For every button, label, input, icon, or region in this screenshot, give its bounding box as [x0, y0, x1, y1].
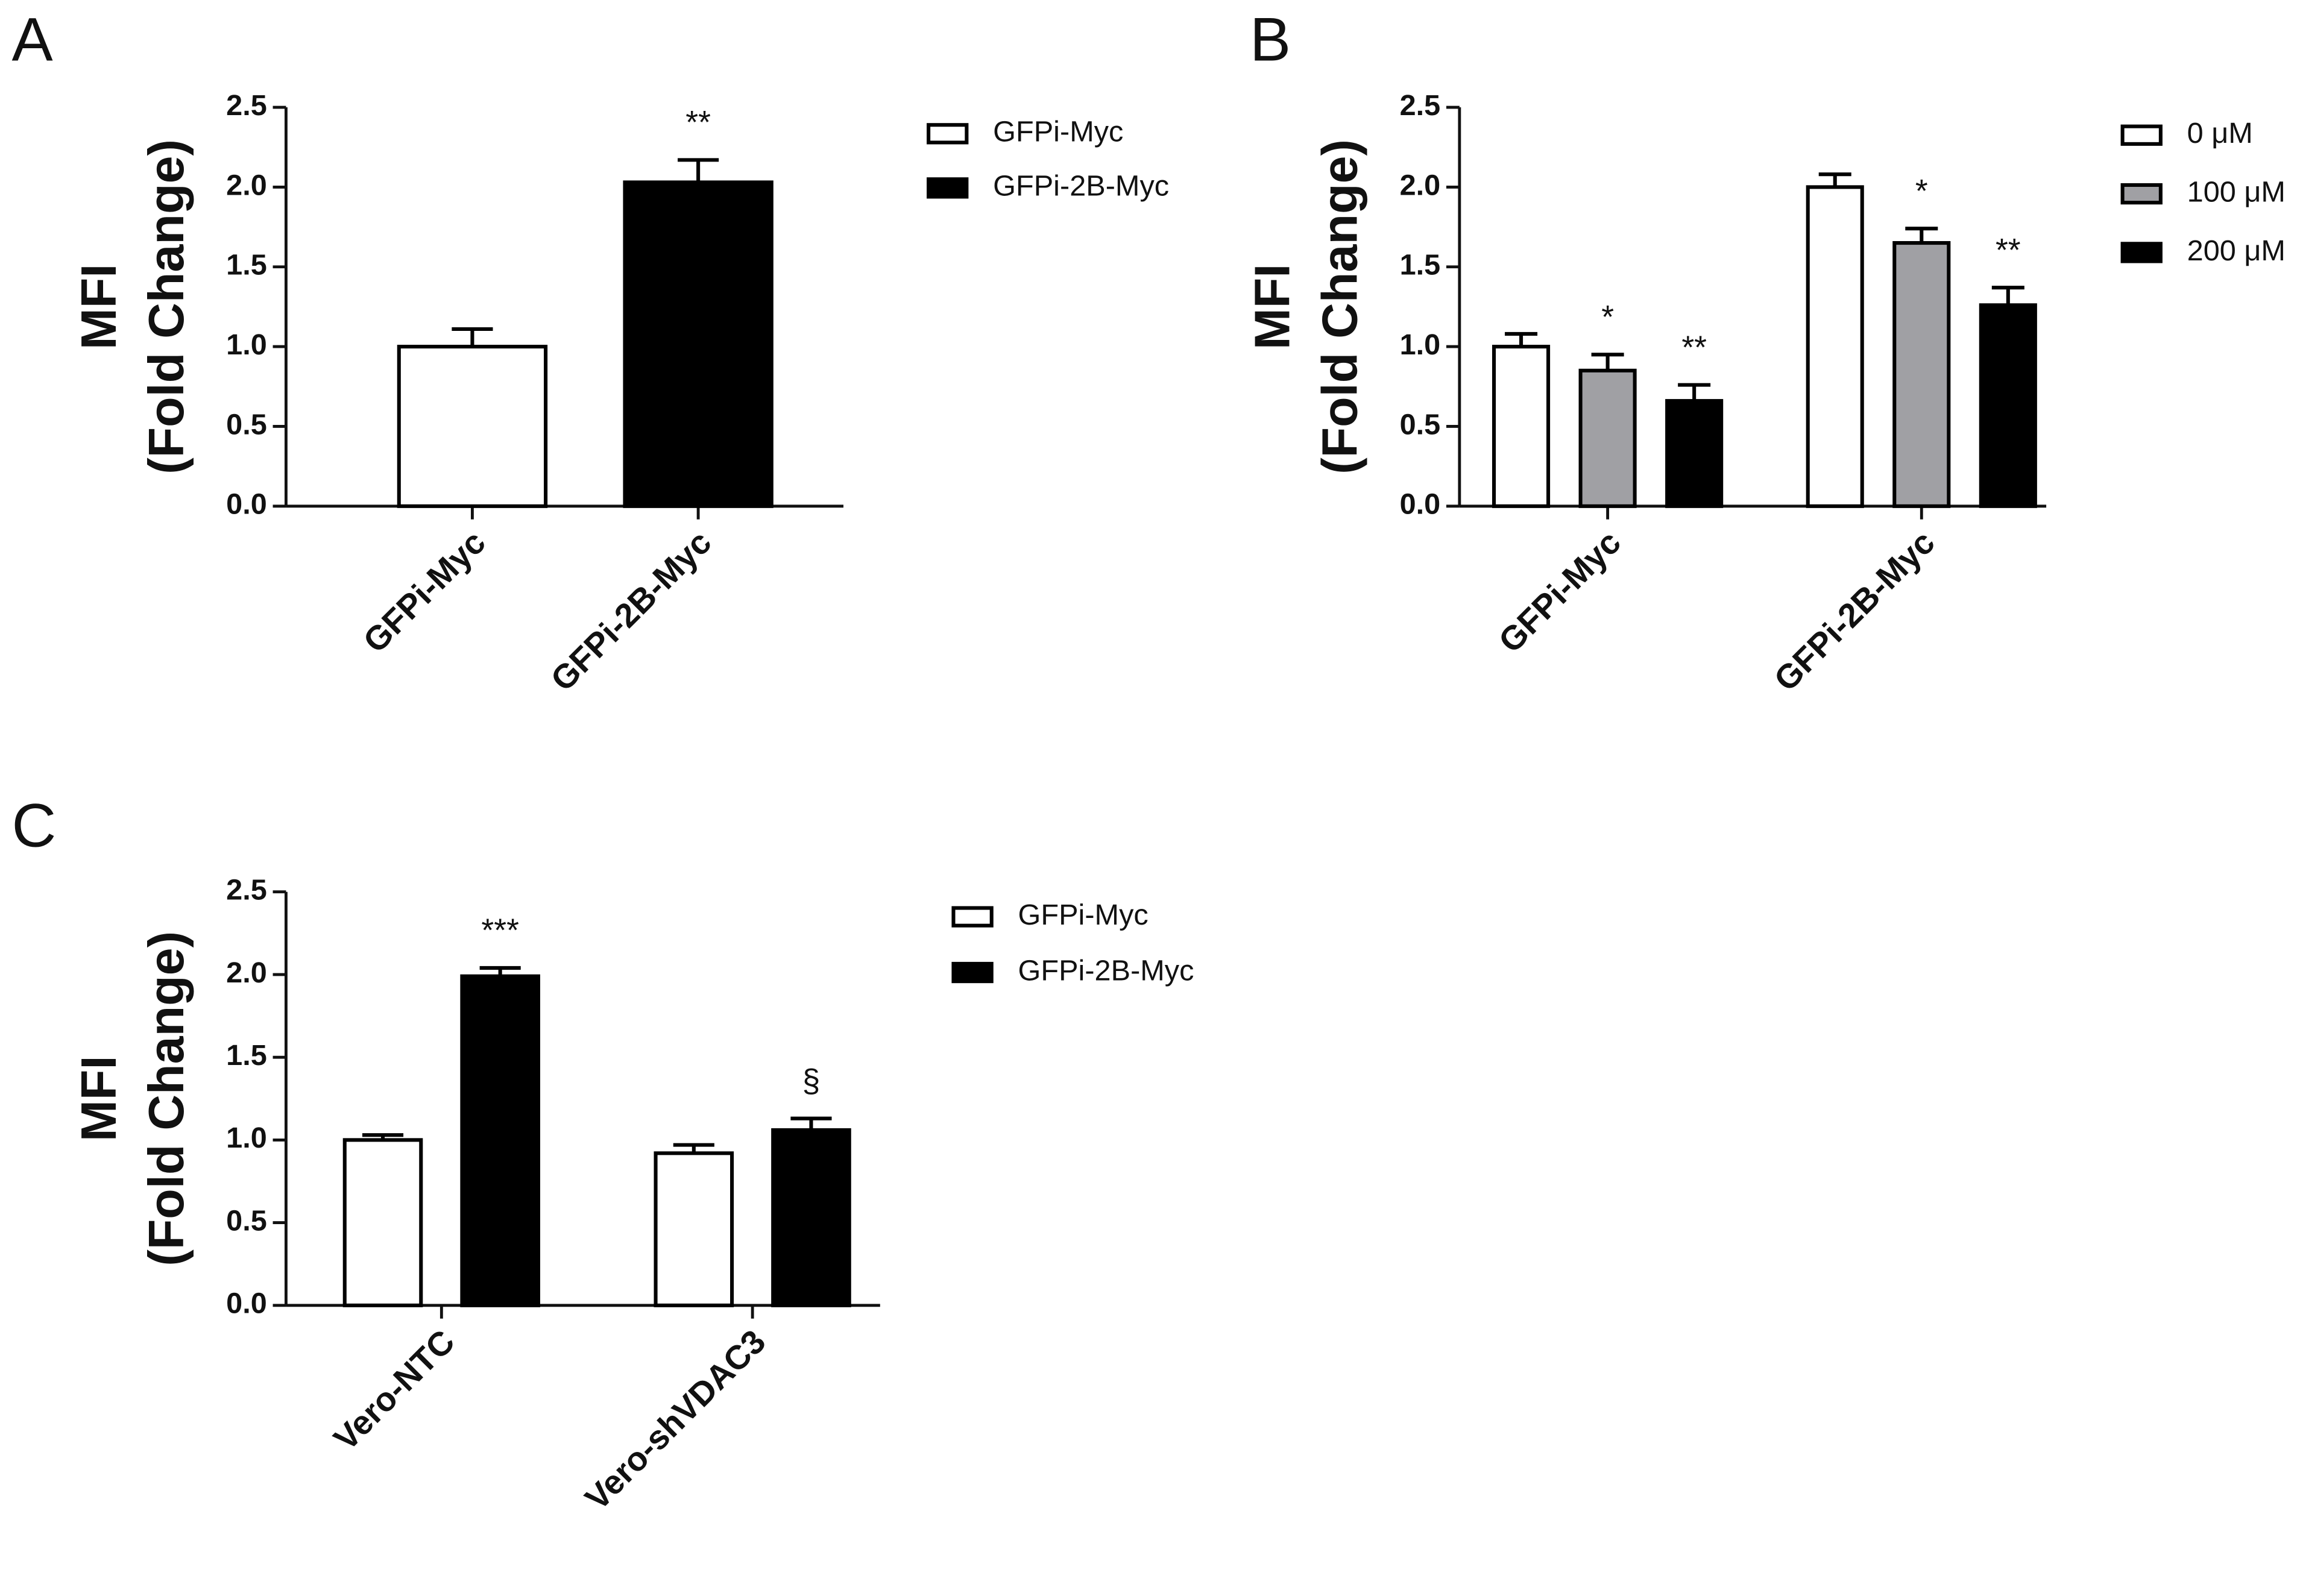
- y-tick-label: 1.0: [1400, 328, 1441, 361]
- panel-label: C: [11, 791, 56, 860]
- legend-label: GFPi-Myc: [993, 116, 1123, 148]
- y-tick-label: 2.0: [1400, 169, 1441, 201]
- bar: [1892, 241, 1951, 508]
- y-tick-label: 0.5: [226, 1204, 267, 1237]
- y-tick-label: 1.0: [226, 1122, 267, 1154]
- bar: [342, 1138, 423, 1307]
- y-tick-label: 1.5: [226, 1039, 267, 1072]
- legend-swatch: [951, 961, 994, 984]
- legend-swatch: [927, 123, 969, 145]
- x-tick-label: Vero-shVDAC3: [578, 1322, 773, 1518]
- legend-swatch: [951, 906, 994, 928]
- legend-swatch: [2120, 242, 2163, 263]
- y-tick-label: 1.5: [226, 249, 267, 281]
- y-axis-label: MFI: [1244, 264, 1300, 350]
- legend-label: GFPi-Myc: [1018, 899, 1148, 931]
- legend-label: GFPi-2B-Myc: [1018, 954, 1194, 987]
- y-tick-label: 2.5: [226, 89, 267, 122]
- legend-swatch: [2120, 183, 2163, 205]
- y-axis-label: (Fold Change): [1312, 139, 1368, 474]
- y-tick-label: 0.0: [226, 488, 267, 521]
- bar: [771, 1128, 851, 1307]
- y-axis-label: (Fold Change): [138, 931, 194, 1266]
- y-tick-label: 0.5: [226, 408, 267, 441]
- y-axis-label: MFI: [71, 264, 127, 350]
- bar: [623, 180, 773, 508]
- bar: [1665, 399, 1724, 508]
- x-tick-label: GFPi-Myc: [1491, 523, 1628, 660]
- y-tick-label: 0.5: [1400, 408, 1441, 441]
- legend-label: 200 μM: [2187, 234, 2286, 267]
- panel-label: A: [11, 4, 52, 74]
- y-tick-label: 2.5: [1400, 89, 1441, 122]
- bar: [1806, 185, 1864, 508]
- y-tick-label: 2.5: [226, 874, 267, 906]
- y-axis-label: MFI: [71, 1056, 127, 1142]
- legend-label: 100 μM: [2187, 175, 2286, 208]
- legend-swatch: [2120, 124, 2163, 146]
- panel-label: B: [1250, 4, 1291, 74]
- y-tick-label: 0.0: [1400, 488, 1441, 521]
- bar: [1578, 368, 1637, 508]
- y-tick-label: 1.5: [1400, 249, 1441, 281]
- y-axis-label: (Fold Change): [138, 139, 194, 474]
- significance: *: [1601, 300, 1614, 335]
- x-tick-label: GFPi-2B-Myc: [1766, 523, 1942, 699]
- bar: [397, 345, 548, 508]
- legend-label: GFPi-2B-Myc: [993, 170, 1169, 203]
- significance: **: [685, 105, 711, 140]
- bar: [460, 974, 540, 1307]
- x-tick-label: GFPi-2B-Myc: [543, 523, 719, 699]
- y-tick-label: 2.0: [226, 957, 267, 989]
- y-tick-label: 2.0: [226, 169, 267, 201]
- x-tick-label: GFPi-Myc: [356, 523, 493, 660]
- bar: [1979, 303, 2037, 508]
- x-tick-label: Vero-NTC: [326, 1322, 462, 1458]
- y-tick-label: 1.0: [226, 328, 267, 361]
- legend-swatch: [927, 177, 969, 199]
- bar: [1492, 345, 1551, 508]
- significance: **: [1681, 330, 1707, 365]
- legend-label: 0 μM: [2187, 117, 2253, 149]
- significance: **: [1996, 233, 2021, 268]
- significance: §: [802, 1063, 821, 1099]
- significance: ***: [481, 913, 518, 949]
- significance: *: [1915, 174, 1928, 209]
- bar: [654, 1151, 734, 1307]
- y-tick-label: 0.0: [226, 1287, 267, 1320]
